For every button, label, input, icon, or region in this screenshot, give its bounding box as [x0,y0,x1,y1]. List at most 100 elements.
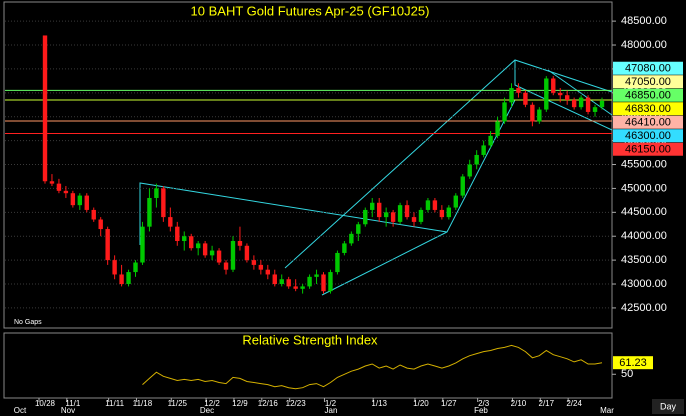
x-month-label: Nov [61,406,75,415]
candle-body [551,78,556,93]
candle-body [592,107,598,112]
interval: Day [660,401,677,411]
candle-body [314,274,319,277]
price-label-box [613,88,683,102]
x-month-label: Dec [200,406,214,415]
candle-body [77,195,83,206]
gap-mode: No Gaps [14,319,42,326]
price-label: 46150.00 [625,144,671,156]
price-label: 46850.00 [625,90,671,102]
candle-body [279,279,284,285]
candle-body [105,229,110,261]
candle-body [154,188,159,198]
candle-body [175,226,180,242]
rsi-panel [3,332,613,399]
price-label: 47080.00 [625,63,671,75]
candle-body [300,286,305,289]
rsi-value-label: 61.23 [619,357,647,369]
candle-body [42,35,48,182]
candle-body [328,272,333,292]
x-tick-label: 12/23 [286,399,307,408]
y-tick-label: 45000.00 [621,182,667,194]
candle-body [460,176,465,196]
y-tick-label: 44500.00 [621,206,667,218]
candle-body [446,207,452,218]
x-tick-label: 2/3 [478,399,490,408]
x-month-label: Feb [474,406,488,415]
candle-body [530,104,535,122]
candle-body [397,205,403,222]
trendline [139,182,448,245]
candle-body [223,262,229,270]
price-label: 46830.00 [625,103,671,115]
price-label: 46410.00 [625,117,671,129]
candle-body [84,195,89,210]
candle-body [425,200,431,210]
candle-body [49,181,55,184]
candle-body [140,226,145,263]
y-tick-label: 44000.00 [621,230,667,242]
candle-body [335,252,340,273]
interval-box [652,399,684,414]
price-label: 46300.00 [625,130,671,142]
candle-body [251,260,257,265]
candle-body [189,236,194,249]
x-tick-label: 10/28 [35,399,56,408]
candle-body [161,188,166,218]
candle-body [432,200,438,210]
x-tick-label: 11/25 [168,399,188,408]
candle-body [474,154,479,165]
candle-body [126,272,131,285]
rsi-title: Relative Strength Index [242,332,378,347]
rsi-value-box [613,356,653,370]
candle-body [356,224,361,234]
candle-body [272,274,277,285]
x-month-label: Jan [325,406,338,415]
chart-title: 10 BAHT Gold Futures Apr-25 (GF10J25) [191,3,430,18]
candle-body [370,202,375,210]
candle-body [439,209,445,218]
candle-body [98,219,103,230]
y-tick-label: 48000.00 [621,39,667,51]
trendline [514,60,613,131]
candle-body [230,241,236,270]
candle-body [112,260,117,275]
candle-body [321,274,326,292]
candle-body [558,92,563,96]
candle-body [216,250,222,263]
candle-body [195,243,201,249]
y-tick-label: 43000.00 [621,278,667,290]
candle-body [509,88,514,103]
candle-body [377,202,382,218]
x-tick-label: 11/1 [65,399,81,408]
x-tick-label: 1/27 [441,399,457,408]
candle-body [502,102,507,122]
candle-body [342,243,347,253]
candle-body [182,236,187,242]
x-month-label: Mar [600,406,614,415]
trendline [547,69,613,116]
candle-body [202,243,208,256]
candle-body [265,269,270,275]
price-label-box [613,115,683,129]
rsi-line [142,344,603,390]
candle-body [481,145,486,155]
rsi-y-tick-label: 50 [621,368,633,380]
price-label-box [613,75,683,89]
candle-body [237,241,243,246]
candle-body [147,197,152,227]
candle-body [564,95,570,100]
candle-body [63,190,69,194]
x-tick-label: 11/18 [133,399,153,408]
x-tick-label: 1/20 [413,399,429,408]
x-tick-label: 12/16 [258,399,279,408]
candle-body [495,121,500,136]
candle-body [363,209,368,225]
x-tick-label: 2/17 [539,399,555,408]
candle-body [585,97,591,112]
x-tick-label: 2/24 [566,399,582,408]
candle-body [307,276,312,287]
candle-body [411,217,417,222]
candle-body [537,109,542,122]
